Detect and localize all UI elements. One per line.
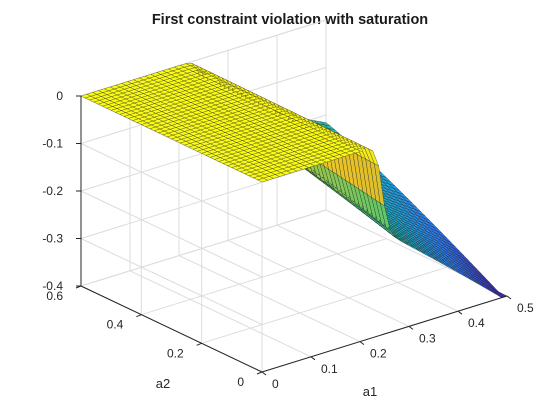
floor-gridline-a1	[129, 270, 312, 358]
backwall-gridline-z	[80, 209, 327, 287]
a1-tick-mark	[310, 356, 316, 361]
a1-tick-mark	[359, 341, 365, 346]
floor-gridline-a1	[276, 224, 459, 312]
z-tick-label: -0.1	[42, 137, 63, 151]
z-tick-label: -0.4	[42, 279, 63, 293]
floor-gridline-a2	[201, 266, 447, 344]
surface-mesh	[80, 63, 508, 298]
a1-tick-mark	[408, 325, 414, 330]
a1-axis-line	[261, 295, 508, 373]
a1-tick-label: 0.2	[370, 347, 387, 361]
leftwall-gridline-z	[80, 238, 263, 325]
z-tick-label: -0.2	[42, 184, 63, 198]
a2-tick-mark	[256, 371, 263, 375]
floor-gridline-a1	[178, 255, 361, 343]
backwall-gridline-z	[80, 162, 327, 239]
a2-tick-mark	[196, 342, 202, 346]
a1-tick-label: 0.4	[468, 316, 485, 330]
axes-layer	[75, 95, 512, 376]
a2-tick-label: 0	[237, 375, 244, 389]
a2-tick-label: 0.6	[46, 289, 63, 303]
y-axis-label: a2	[156, 376, 170, 391]
a2-tick-mark	[136, 314, 142, 318]
a1-tick-label: 0	[272, 377, 279, 391]
a1-tick-label: 0.5	[517, 301, 534, 315]
a2-tick-label: 0.2	[167, 346, 184, 360]
leftwall-gridline-z	[80, 190, 263, 278]
a2-tick-label: 0.4	[107, 318, 124, 332]
z-tick-label: 0	[56, 89, 63, 103]
a1-tick-mark	[261, 371, 267, 376]
tick-labels: 0 0.1 0.2 0.3 0.4 0.5 0 0.2 0.4 0.6-0.4 -0.3 -0.2 -0…	[42, 89, 534, 391]
a1-tick-mark	[457, 310, 463, 315]
chart-title: First constraint violation with saturati…	[152, 12, 428, 28]
leftwall-gridline-z	[80, 143, 263, 230]
a1-tick-mark	[506, 295, 512, 300]
a1-tick-label: 0.1	[321, 362, 338, 376]
grid-layer	[80, 19, 508, 373]
a2-axis-line	[80, 285, 263, 373]
x-axis-label: a1	[363, 384, 377, 399]
z-tick-label: -0.3	[42, 232, 63, 246]
floor-gridline-a2	[141, 238, 387, 316]
floor-gridline-a1	[227, 239, 410, 327]
a1-tick-label: 0.3	[419, 331, 436, 345]
